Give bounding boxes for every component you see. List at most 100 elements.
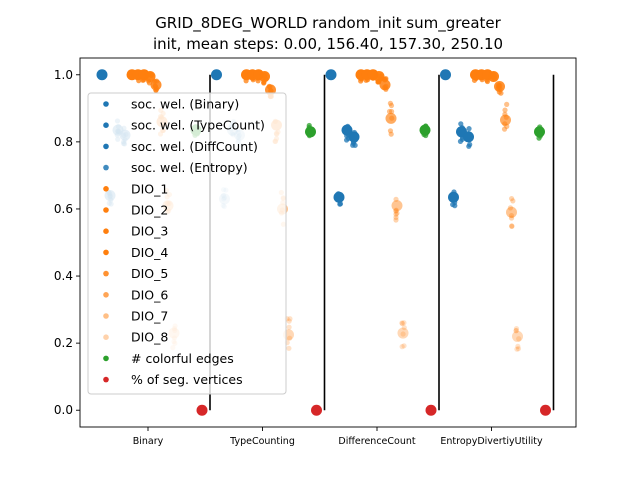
data-point bbox=[397, 327, 409, 339]
legend-label: DIO_1 bbox=[131, 181, 168, 196]
data-point bbox=[506, 206, 517, 218]
legend-label: DIO_6 bbox=[131, 287, 168, 302]
y-tick-label: 0.0 bbox=[54, 403, 73, 417]
legend-marker bbox=[103, 101, 109, 107]
y-tick-label: 0.4 bbox=[54, 269, 73, 283]
data-point bbox=[513, 328, 519, 334]
legend-label: DIO_7 bbox=[131, 309, 168, 324]
legend-label: soc. wel. (Binary) bbox=[131, 97, 239, 112]
legend-marker bbox=[103, 122, 109, 128]
data-point bbox=[463, 131, 474, 143]
data-point bbox=[388, 102, 395, 109]
data-point bbox=[393, 211, 399, 217]
data-point bbox=[399, 344, 405, 350]
data-point bbox=[448, 191, 459, 203]
data-point bbox=[379, 79, 391, 91]
chart-title: GRID_8DEG_WORLD random_init sum_greater bbox=[155, 14, 501, 33]
legend-label: DIO_8 bbox=[131, 330, 168, 345]
data-point bbox=[388, 108, 395, 115]
x-tick-label: EntropyDivertiyUtility bbox=[440, 436, 543, 447]
data-point bbox=[500, 114, 511, 126]
data-point bbox=[508, 195, 515, 202]
data-point bbox=[488, 70, 499, 82]
data-point bbox=[504, 101, 510, 107]
data-point bbox=[150, 79, 162, 91]
data-point bbox=[393, 208, 399, 214]
legend-label: DIO_5 bbox=[131, 266, 168, 281]
legend-marker bbox=[103, 207, 109, 213]
data-point bbox=[515, 343, 521, 349]
data-point bbox=[211, 69, 222, 81]
data-point bbox=[508, 212, 515, 219]
y-tick-label: 0.8 bbox=[54, 135, 73, 149]
data-point bbox=[287, 316, 293, 322]
data-point bbox=[401, 320, 407, 326]
data-point bbox=[513, 326, 520, 332]
data-point bbox=[512, 330, 523, 342]
data-point bbox=[286, 345, 292, 351]
data-point bbox=[286, 318, 292, 324]
legend-marker bbox=[103, 355, 109, 362]
legend-label: # colorful edges bbox=[131, 351, 234, 366]
data-point bbox=[196, 404, 208, 416]
data-point bbox=[96, 69, 108, 81]
legend-label: DIO_4 bbox=[131, 245, 168, 260]
data-point bbox=[311, 404, 322, 416]
legend-marker bbox=[103, 270, 109, 277]
data-point bbox=[391, 200, 403, 212]
data-point bbox=[387, 128, 394, 134]
data-point bbox=[401, 324, 407, 331]
legend-marker bbox=[103, 376, 109, 383]
legend-marker bbox=[103, 334, 109, 341]
x-tick-label: TypeCounting bbox=[229, 436, 295, 447]
data-point bbox=[348, 131, 360, 143]
data-point bbox=[325, 69, 337, 81]
data-point bbox=[508, 215, 515, 221]
data-point bbox=[394, 210, 400, 216]
data-point bbox=[510, 198, 516, 204]
data-point bbox=[515, 346, 522, 352]
data-point bbox=[341, 124, 353, 136]
y-tick-label: 1.0 bbox=[54, 68, 73, 82]
legend-marker bbox=[103, 292, 109, 298]
axes: 0.0 0.2 0.4 0.6 0.8 1.0 Binary TypeCounting Diff… bbox=[54, 68, 543, 447]
data-point bbox=[305, 126, 316, 138]
legend-marker bbox=[103, 186, 109, 192]
legend-marker bbox=[103, 164, 109, 171]
data-point bbox=[419, 124, 431, 136]
data-point bbox=[286, 324, 292, 330]
legend: soc. wel. (Binary) soc. wel. (TypeCount) s… bbox=[87, 92, 287, 395]
data-point bbox=[501, 126, 508, 132]
legend-label: soc. wel. (TypeCount) bbox=[131, 118, 265, 133]
data-point bbox=[494, 81, 505, 93]
data-point bbox=[144, 70, 156, 82]
data-point bbox=[388, 131, 394, 137]
data-point bbox=[457, 138, 464, 144]
data-point bbox=[393, 207, 399, 213]
y-tick-label: 0.6 bbox=[54, 202, 73, 216]
legend-label: % of seg. vertices bbox=[131, 372, 243, 387]
legend-label: DIO_3 bbox=[131, 224, 168, 239]
data-point bbox=[287, 335, 293, 341]
data-point bbox=[393, 217, 399, 223]
data-point bbox=[534, 126, 545, 138]
data-point bbox=[425, 404, 437, 416]
data-point bbox=[333, 191, 345, 203]
data-point bbox=[502, 107, 508, 113]
data-point bbox=[399, 320, 405, 326]
data-point bbox=[509, 223, 515, 230]
data-point bbox=[387, 100, 394, 106]
x-tick-label: DifferenceCount bbox=[338, 436, 415, 447]
legend-label: DIO_2 bbox=[131, 203, 168, 218]
data-point bbox=[516, 336, 522, 342]
data-point bbox=[386, 108, 393, 115]
legend-marker bbox=[103, 249, 109, 256]
plot-frame bbox=[79, 57, 577, 428]
data-point bbox=[466, 126, 472, 132]
data-point bbox=[393, 214, 399, 220]
legend-marker bbox=[103, 228, 109, 234]
legend-label: soc. wel. (Entropy) bbox=[131, 160, 248, 175]
data-point bbox=[467, 141, 473, 148]
data-point bbox=[509, 223, 515, 229]
